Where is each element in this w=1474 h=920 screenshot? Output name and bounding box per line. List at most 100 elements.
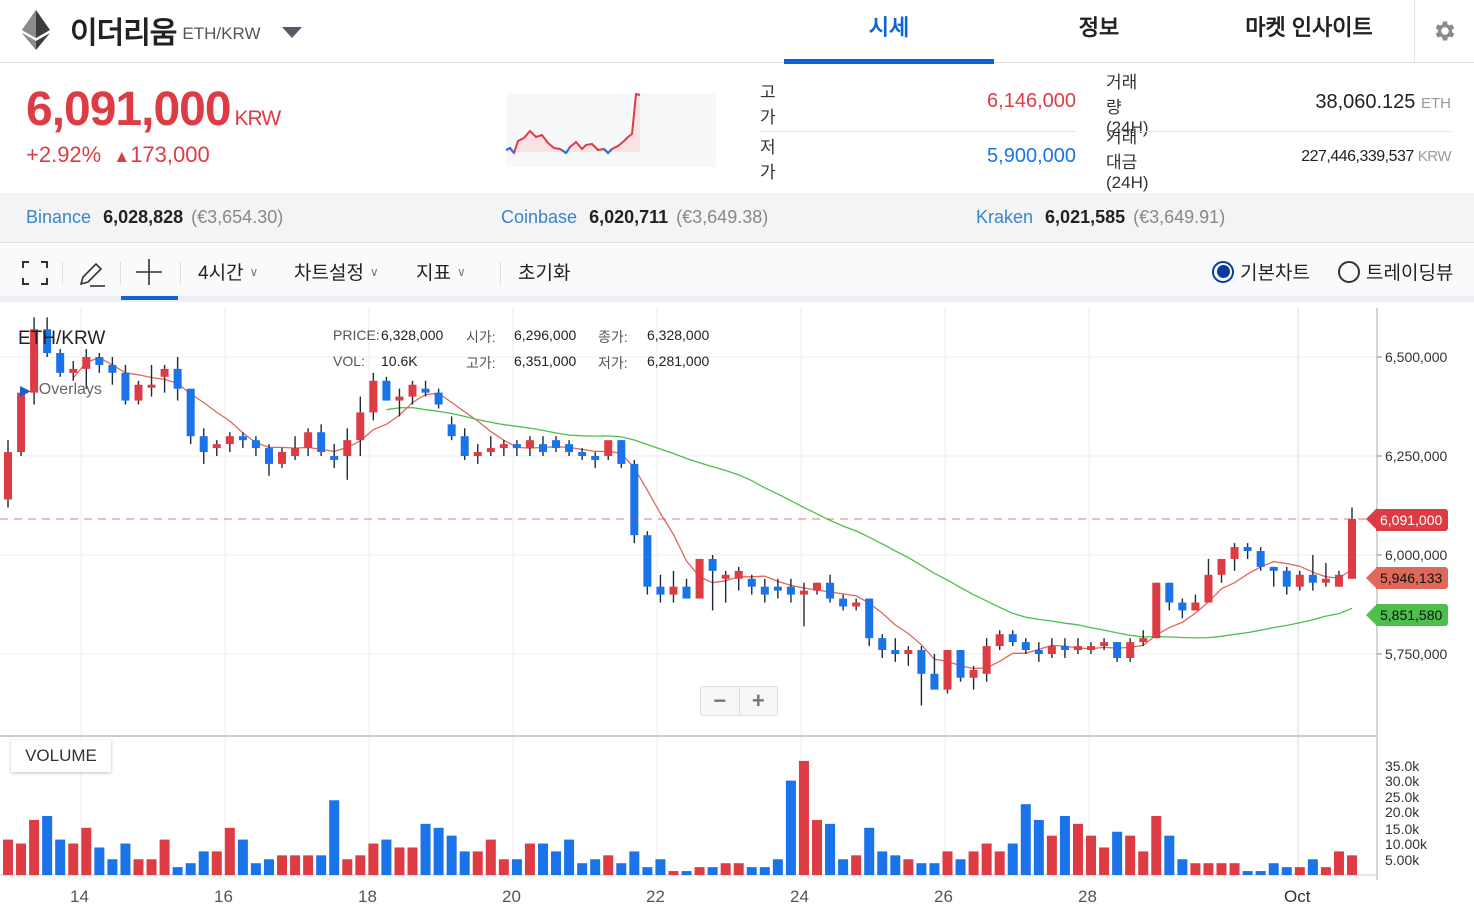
exchange-eur: (€3,649.38) bbox=[676, 207, 769, 227]
stat-volume-label: 거래량(24H) bbox=[1106, 73, 1149, 137]
exchange-name[interactable]: Binance bbox=[26, 207, 92, 227]
crosshair-button[interactable] bbox=[135, 258, 163, 286]
up-arrow-icon: ▲ bbox=[113, 147, 131, 166]
time-tick: 20 bbox=[502, 887, 521, 906]
legend-open-value: 6,296,000 bbox=[514, 327, 577, 343]
divider bbox=[760, 131, 1076, 132]
fullscreen-icon bbox=[22, 261, 48, 285]
fullscreen-button[interactable] bbox=[22, 261, 48, 285]
exchange-krw: 6,020,711 bbox=[589, 207, 669, 227]
stat-low-value: 5,900,000 bbox=[987, 145, 1076, 167]
basic-chart-label: 기본차트 bbox=[1240, 263, 1310, 284]
coin-pair: ETH/KRW bbox=[182, 24, 261, 43]
chevron-down-icon: ∨ bbox=[369, 264, 379, 279]
exchange-eur: (€3,654.30) bbox=[191, 207, 284, 227]
price-chart[interactable]: ETH/KRW ▶ Overlays PRICE: 6,328,000 시가: … bbox=[0, 308, 1474, 920]
price-tick: 6,500,000 bbox=[1385, 349, 1448, 365]
change-amount: 173,000 bbox=[130, 142, 210, 167]
change-percent: +2.92% bbox=[26, 142, 102, 167]
radio-basic-chart[interactable]: 기본차트 bbox=[1212, 258, 1310, 285]
volume-tick: 5.00k bbox=[1385, 852, 1420, 868]
legend-low-value: 6,281,000 bbox=[647, 353, 710, 369]
stat-volume-value: 38,060.125 ETH bbox=[1311, 91, 1451, 114]
amount-value: 227,446,339,537 bbox=[1301, 148, 1414, 165]
stat-high-value: 6,146,000 bbox=[987, 90, 1076, 112]
chevron-down-icon: ∨ bbox=[249, 264, 259, 279]
time-tick: Oct bbox=[1284, 887, 1311, 906]
crosshair-icon bbox=[136, 259, 162, 285]
radio-selected-icon[interactable] bbox=[1212, 260, 1234, 283]
current-price-value: 6,091,000 bbox=[26, 83, 232, 136]
tab-price[interactable]: 시세 bbox=[784, 0, 994, 64]
volume-tick: 25.0k bbox=[1385, 789, 1420, 805]
ma-long-tag: 5,851,580 bbox=[1376, 604, 1449, 626]
exchange-binance: Binance 6,028,828 (€3,654.30) bbox=[26, 207, 283, 228]
zoom-controls: − + bbox=[700, 686, 778, 716]
pencil-icon bbox=[79, 262, 105, 287]
price-change: +2.92% ▲173,000 bbox=[26, 142, 210, 168]
price-tick: 5,750,000 bbox=[1385, 646, 1448, 662]
divider bbox=[1106, 131, 1451, 132]
ethereum-logo-icon bbox=[22, 10, 50, 50]
price-tick: 6,000,000 bbox=[1385, 547, 1448, 563]
indicators-dropdown[interactable]: 지표 ∨ bbox=[416, 258, 466, 285]
current-price-unit: KRW bbox=[234, 107, 282, 130]
overlays-toggle[interactable]: ▶ Overlays bbox=[20, 381, 102, 399]
current-price: 6,091,000 KRW bbox=[26, 82, 282, 137]
sparkline-chart bbox=[506, 93, 716, 167]
volume-tick: 10.00k bbox=[1385, 836, 1428, 852]
volume-tick: 30.0k bbox=[1385, 773, 1420, 789]
chart-settings-dropdown[interactable]: 차트설정 ∨ bbox=[294, 258, 379, 285]
legend-vol-value: 10.6K bbox=[381, 353, 418, 369]
tab-info[interactable]: 정보 bbox=[1078, 15, 1120, 40]
zoom-out-button[interactable]: − bbox=[701, 687, 740, 715]
divider bbox=[62, 262, 63, 284]
stat-high: 고가 bbox=[760, 76, 776, 130]
active-tool-indicator bbox=[121, 296, 178, 300]
volume-tick: 35.0k bbox=[1385, 758, 1420, 774]
divider bbox=[180, 262, 181, 284]
tradingview-label: 트레이딩뷰 bbox=[1366, 263, 1454, 284]
stat-amount: 거래대금(24H) bbox=[1106, 128, 1149, 192]
indicators-label: 지표 bbox=[416, 263, 451, 284]
tab-market-insight[interactable]: 마켓 인사이트 bbox=[1245, 15, 1373, 40]
legend-vol-label: VOL: bbox=[333, 353, 365, 369]
settings-button[interactable] bbox=[1414, 0, 1474, 62]
volume-tick: 20.0k bbox=[1385, 804, 1420, 820]
interval-dropdown[interactable]: 4시간 ∨ bbox=[198, 258, 258, 285]
reset-button[interactable]: 초기화 bbox=[518, 258, 570, 285]
time-tick: 16 bbox=[214, 887, 233, 906]
time-tick: 28 bbox=[1078, 887, 1097, 906]
candlestick-chart-canvas[interactable] bbox=[0, 308, 1474, 920]
draw-button[interactable] bbox=[77, 258, 107, 288]
amount-unit: KRW bbox=[1417, 148, 1452, 165]
chart-toolbar: 4시간 ∨ 차트설정 ∨ 지표 ∨ 초기화 기본차트 트레이딩뷰 bbox=[0, 244, 1474, 302]
stat-low-label: 저가 bbox=[760, 138, 776, 182]
dropdown-caret-icon[interactable] bbox=[282, 26, 303, 38]
legend-high-label: 고가: bbox=[466, 355, 496, 371]
price-tick: 6,250,000 bbox=[1385, 448, 1448, 464]
coin-selector[interactable]: 이더리움 ETH/KRW bbox=[22, 8, 303, 52]
exchange-kraken: Kraken 6,021,585 (€3,649.91) bbox=[976, 207, 1225, 228]
divider bbox=[120, 262, 121, 284]
time-tick: 18 bbox=[358, 887, 377, 906]
coin-name: 이더리움 bbox=[70, 17, 177, 50]
zoom-in-button[interactable]: + bbox=[751, 688, 765, 713]
radio-unselected-icon[interactable] bbox=[1338, 260, 1360, 283]
volume-value: 38,060.125 bbox=[1315, 91, 1416, 113]
interval-label: 4시간 bbox=[198, 263, 244, 284]
legend-close-label: 종가: bbox=[598, 329, 628, 345]
stat-low: 저가 bbox=[760, 131, 776, 185]
radio-tradingview[interactable]: 트레이딩뷰 bbox=[1338, 258, 1453, 285]
exchange-name[interactable]: Coinbase bbox=[501, 207, 578, 227]
stat-amount-value: 227,446,339,537 KRW bbox=[1251, 148, 1451, 166]
exchange-eur: (€3,649.91) bbox=[1133, 207, 1226, 227]
stat-amount-label: 거래대금(24H) bbox=[1106, 128, 1149, 192]
exchange-coinbase: Coinbase 6,020,711 (€3,649.38) bbox=[501, 207, 768, 228]
exchange-prices-bar: Binance 6,028,828 (€3,654.30) Coinbase 6,02… bbox=[0, 193, 1474, 243]
legend-low-label: 저가: bbox=[598, 355, 628, 371]
exchange-name[interactable]: Kraken bbox=[976, 207, 1034, 227]
legend-high-value: 6,351,000 bbox=[514, 353, 577, 369]
time-tick: 22 bbox=[646, 887, 665, 906]
triangle-right-icon: ▶ bbox=[20, 381, 31, 398]
